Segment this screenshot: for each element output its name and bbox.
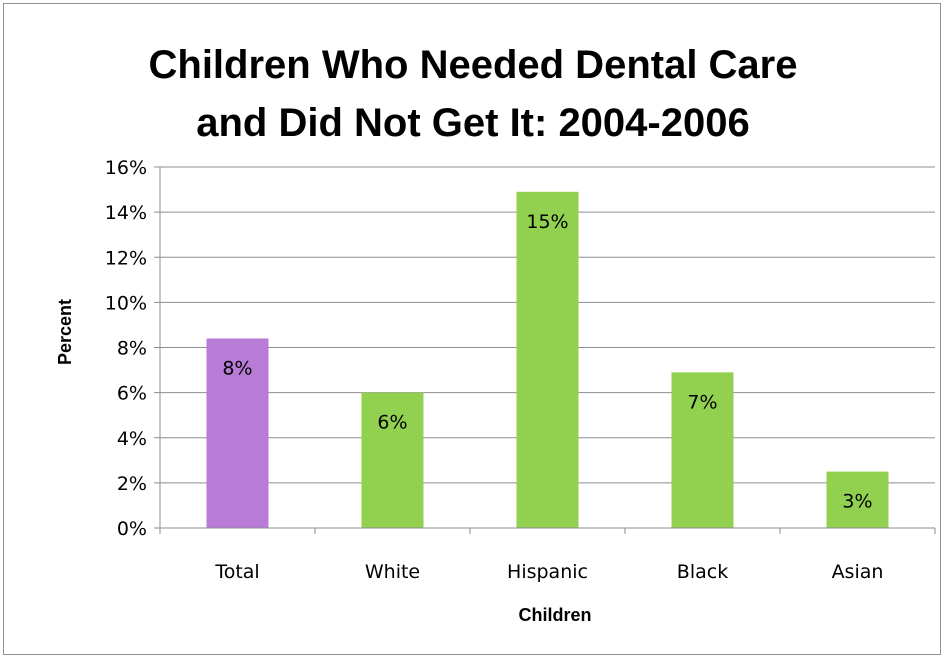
chart-frame: Children Who Needed Dental Care and Did …	[3, 3, 941, 655]
chart-title: Children Who Needed Dental Care and Did …	[4, 36, 942, 152]
x-tick-label: Black	[677, 561, 728, 583]
y-tick-label: 14%	[105, 202, 147, 224]
y-tick-label: 2%	[117, 473, 147, 495]
chart-title-line-2: and Did Not Get It: 2004-2006	[196, 101, 750, 145]
data-label-asian: 3%	[842, 491, 872, 513]
data-label-total: 8%	[222, 357, 252, 379]
y-tick-label: 6%	[117, 383, 147, 405]
x-axis-title: Children	[518, 605, 591, 625]
data-label-black: 7%	[687, 391, 717, 413]
bar-total	[206, 338, 269, 528]
bars: 8% 6% 15% 7% 3%	[206, 191, 889, 528]
data-label-hispanic: 15%	[526, 211, 568, 233]
y-tick-label: 16%	[105, 157, 147, 179]
x-tick-label: Total	[214, 561, 259, 583]
y-axis-ticks: 0% 2% 4% 6% 8% 10% 12% 14% 16%	[105, 157, 160, 540]
y-tick-label: 4%	[117, 428, 147, 450]
x-tick-label: Hispanic	[507, 561, 588, 583]
y-tick-label: 10%	[105, 292, 147, 314]
bar-black	[671, 372, 734, 528]
bar-hispanic	[516, 191, 579, 528]
x-axis: Total White Hispanic Black Asian	[159, 167, 936, 583]
y-tick-label: 12%	[105, 247, 147, 269]
bar-asian	[826, 471, 889, 528]
data-label-white: 6%	[377, 412, 407, 434]
chart-title-line-1: Children Who Needed Dental Care	[148, 43, 798, 87]
x-tick-label: White	[365, 561, 420, 583]
x-tick-label: Asian	[832, 561, 884, 583]
y-tick-label: 8%	[117, 338, 147, 360]
y-axis-title: Percent	[55, 299, 75, 365]
y-tick-label: 0%	[117, 518, 147, 540]
bar-white	[361, 392, 424, 528]
